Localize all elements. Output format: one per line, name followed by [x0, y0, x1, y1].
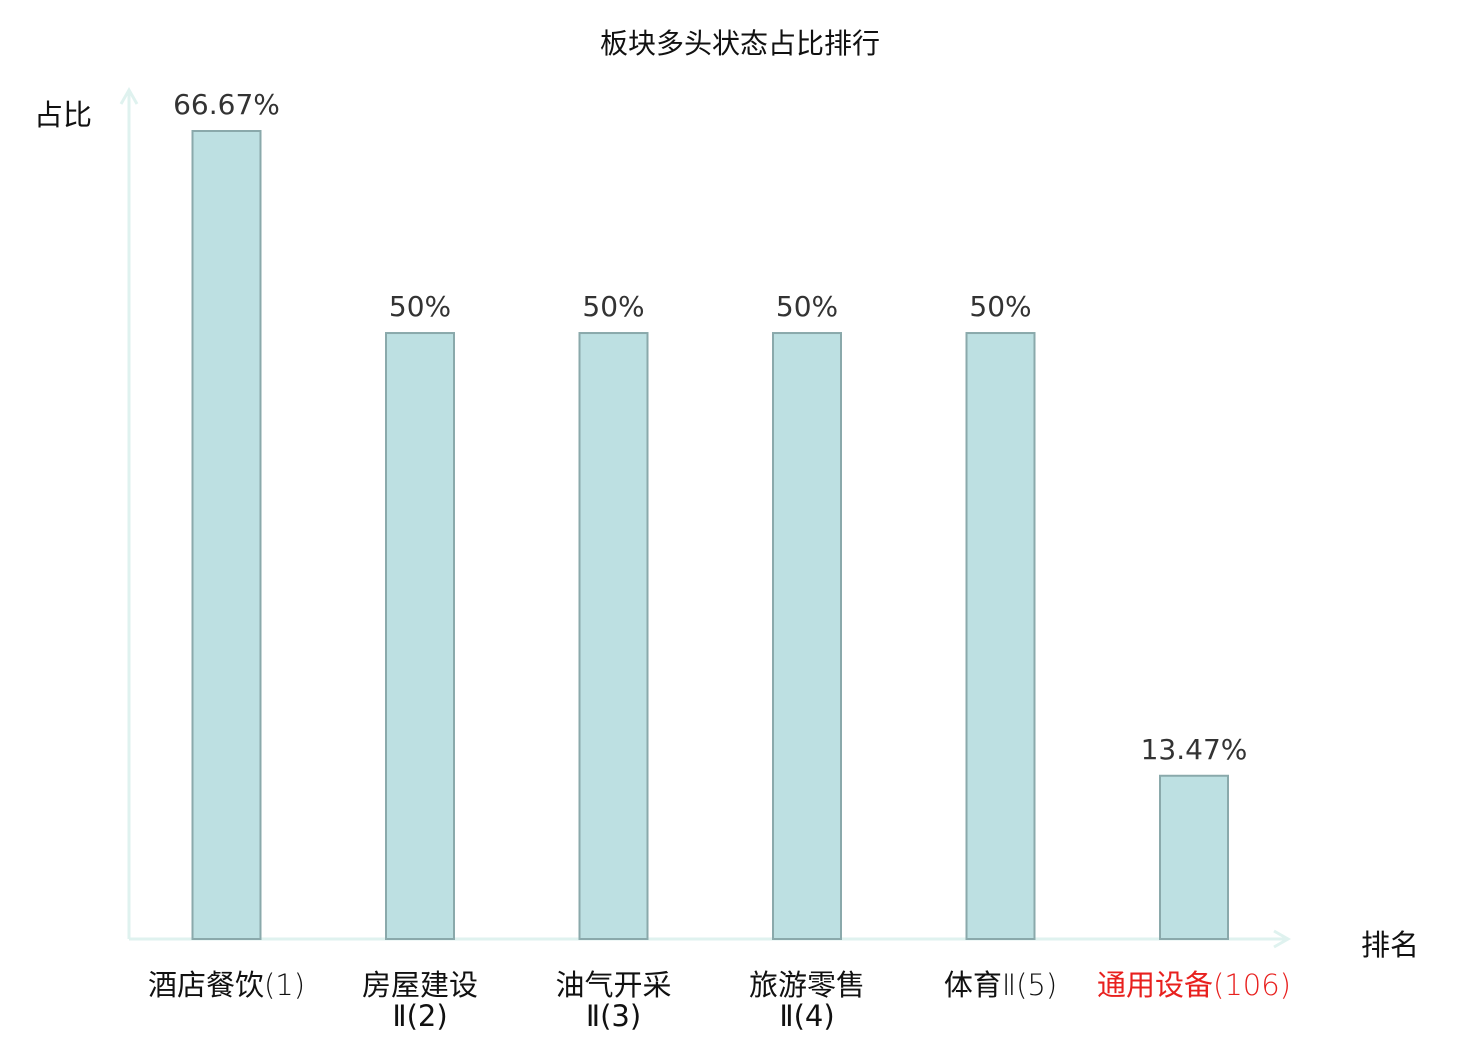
x-tick-rank: (106) [1213, 968, 1291, 1002]
x-tick-name: 旅游零售 [749, 968, 865, 1002]
bar [772, 332, 842, 941]
x-tick-rank: (1) [264, 968, 305, 1002]
bar [965, 332, 1036, 941]
x-axis-label: 排名 [1361, 928, 1420, 962]
data-label: 66.67% [173, 88, 280, 121]
x-tick-label: 通用设备(106) [1097, 968, 1291, 1002]
x-tick-label: 房屋建设 [362, 968, 478, 1002]
x-tick-name: 体育 [944, 968, 1002, 1002]
chart-title: 板块多头状态占比排行 [599, 27, 880, 60]
data-label: 50% [389, 290, 451, 323]
x-tick-label-line2: Ⅱ(4) [779, 999, 834, 1033]
x-tick-name: 通用设备 [1097, 968, 1213, 1002]
x-tick-label: 酒店餐饮(1) [148, 968, 305, 1002]
x-tick-label: 油气开采 [555, 968, 671, 1002]
data-label: 50% [582, 290, 644, 323]
x-tick-name: 油气开采 [555, 968, 671, 1002]
x-tick-label-line2: Ⅱ(2) [392, 999, 447, 1033]
x-axis-arrow [1273, 929, 1292, 949]
x-tick-label-line2: Ⅱ(3) [586, 999, 641, 1033]
x-tick-name: 房屋建设 [362, 968, 478, 1002]
x-tick-rank: Ⅱ(5) [1002, 968, 1057, 1002]
x-tick-label: 旅游零售 [749, 968, 865, 1002]
bar [578, 332, 649, 941]
x-tick-label: 体育Ⅱ(5) [944, 968, 1057, 1002]
data-label: 50% [969, 290, 1031, 323]
x-tick-name: 酒店餐饮 [148, 968, 264, 1002]
data-label: 13.47% [1141, 733, 1248, 766]
y-axis-label: 占比 [34, 98, 93, 132]
y-axis-arrow [119, 86, 139, 105]
bar [385, 332, 455, 941]
bar [191, 130, 262, 940]
bar [1159, 774, 1229, 940]
data-label: 50% [776, 290, 838, 323]
